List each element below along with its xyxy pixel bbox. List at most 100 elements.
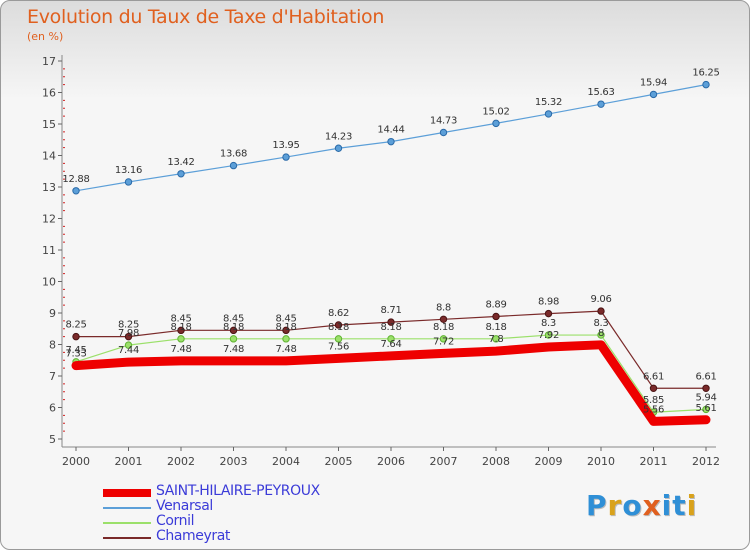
x-tick-label: 2010 bbox=[587, 455, 615, 468]
legend-label: Venarsal bbox=[156, 498, 213, 514]
x-tick-label: 2007 bbox=[430, 455, 458, 468]
y-tick-label: 17 bbox=[42, 55, 56, 68]
data-label: 7.56 bbox=[328, 341, 349, 352]
y-minor-tick bbox=[63, 257, 65, 259]
y-tick-label: 10 bbox=[42, 276, 56, 289]
data-label: 6.61 bbox=[695, 371, 716, 382]
legend-item: Cornil bbox=[103, 513, 363, 530]
data-point bbox=[72, 332, 80, 341]
data-point bbox=[492, 335, 500, 343]
data-label: 8.18 bbox=[328, 322, 349, 333]
logo-letter: r bbox=[607, 489, 623, 522]
unit-label: (en %) bbox=[27, 30, 64, 43]
x-tick-label: 2004 bbox=[272, 455, 300, 468]
data-label: 13.16 bbox=[115, 165, 142, 176]
data-point bbox=[124, 178, 133, 186]
y-minor-tick bbox=[63, 422, 65, 424]
data-label: 8.8 bbox=[436, 302, 451, 313]
data-point bbox=[177, 335, 185, 343]
legend-label: SAINT-HILAIRE-PEYROUX bbox=[156, 483, 320, 499]
data-label: 14.73 bbox=[430, 116, 457, 127]
data-point bbox=[702, 80, 710, 89]
x-tick-label: 2003 bbox=[220, 455, 248, 468]
data-label: 8.18 bbox=[223, 322, 244, 333]
data-label: 8.25 bbox=[65, 320, 86, 331]
data-label: 13.68 bbox=[220, 149, 247, 160]
x-tick-label: 2009 bbox=[535, 455, 563, 468]
data-label: 14.23 bbox=[325, 131, 352, 142]
data-label: 8.89 bbox=[485, 299, 506, 310]
y-minor-tick bbox=[63, 265, 65, 267]
legend-swatch bbox=[103, 489, 151, 497]
data-label: 9.06 bbox=[590, 294, 611, 305]
data-label: 6.61 bbox=[643, 371, 664, 382]
chart-title: Evolution du Taux de Taxe d'Habitation bbox=[27, 6, 385, 28]
logo-letter: t bbox=[672, 489, 687, 522]
y-minor-tick bbox=[63, 359, 65, 361]
legend-swatch bbox=[103, 522, 151, 524]
data-label: 16.25 bbox=[692, 68, 719, 79]
data-label: 7.48 bbox=[275, 344, 296, 355]
y-tick-label: 9 bbox=[49, 307, 56, 320]
logo-letter: P bbox=[586, 489, 608, 522]
x-tick-label: 2012 bbox=[692, 455, 720, 468]
legend-item: Chameyrat bbox=[103, 528, 363, 545]
data-label: 14.44 bbox=[377, 125, 404, 136]
data-label: 8.45 bbox=[275, 313, 296, 324]
proxiti-logo: Proxiti bbox=[586, 489, 697, 522]
y-tick-label: 14 bbox=[42, 150, 56, 163]
data-point bbox=[229, 335, 238, 343]
data-label: 7.48 bbox=[170, 344, 191, 355]
data-point bbox=[229, 161, 238, 170]
legend-swatch bbox=[103, 507, 151, 509]
data-point bbox=[334, 335, 343, 343]
y-minor-tick bbox=[63, 225, 65, 227]
data-point bbox=[282, 153, 290, 161]
data-label: 7.45 bbox=[65, 345, 86, 356]
series-line-venarsal bbox=[75, 84, 707, 192]
y-minor-tick bbox=[63, 233, 65, 235]
y-minor-tick bbox=[63, 178, 65, 180]
data-point bbox=[387, 137, 395, 146]
logo-letter: i bbox=[686, 489, 698, 522]
data-point bbox=[649, 90, 658, 99]
data-label: 5.61 bbox=[695, 403, 716, 414]
data-label: 8.45 bbox=[170, 313, 191, 324]
y-minor-tick bbox=[63, 304, 65, 306]
data-point bbox=[124, 341, 133, 349]
y-minor-tick bbox=[63, 210, 65, 212]
data-point bbox=[597, 331, 605, 339]
logo-letter: o bbox=[622, 489, 643, 522]
legend: SAINT-HILAIRE-PEYROUX Venarsal Cornil Chame… bbox=[103, 483, 363, 545]
y-tick-label: 12 bbox=[42, 213, 56, 226]
y-minor-tick bbox=[63, 162, 65, 164]
data-point bbox=[124, 332, 133, 341]
y-minor-tick bbox=[63, 170, 65, 172]
data-label: 7.44 bbox=[118, 345, 139, 356]
data-point bbox=[702, 384, 710, 392]
data-point bbox=[492, 119, 500, 128]
y-minor-tick bbox=[63, 139, 65, 141]
y-minor-tick bbox=[63, 273, 65, 275]
legend-item: SAINT-HILAIRE-PEYROUX bbox=[103, 483, 363, 500]
data-label: 8.98 bbox=[538, 297, 559, 308]
data-label: 5.56 bbox=[643, 404, 664, 415]
y-minor-tick bbox=[63, 430, 65, 432]
data-label: 15.32 bbox=[535, 97, 562, 108]
legend-label: Cornil bbox=[156, 513, 195, 529]
x-tick-label: 2008 bbox=[482, 455, 510, 468]
data-point bbox=[492, 312, 500, 321]
data-label: 8.71 bbox=[380, 305, 401, 316]
x-tick-label: 2006 bbox=[377, 455, 405, 468]
data-point bbox=[282, 326, 290, 335]
y-tick-label: 6 bbox=[49, 402, 56, 415]
data-label: 12.88 bbox=[62, 174, 89, 185]
data-point bbox=[387, 335, 395, 343]
y-tick-label: 16 bbox=[42, 87, 56, 100]
legend-label: Chameyrat bbox=[156, 528, 230, 544]
y-minor-tick bbox=[63, 351, 65, 353]
y-minor-tick bbox=[63, 107, 65, 109]
x-tick-label: 2001 bbox=[115, 455, 143, 468]
data-label: 5.85 bbox=[643, 395, 664, 406]
